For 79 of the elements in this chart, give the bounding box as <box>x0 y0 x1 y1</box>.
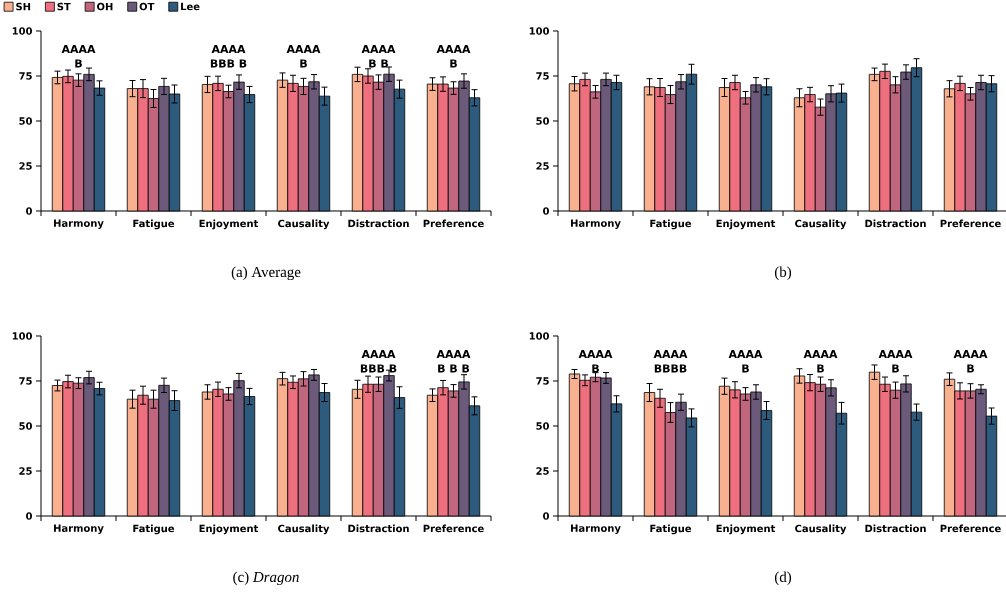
x-tick-label: Causality <box>795 524 847 535</box>
text: (b) <box>774 266 792 281</box>
x-tick-label: Harmony <box>571 524 621 534</box>
y-tick-label: 100 <box>529 332 550 340</box>
text: (a) Average <box>231 266 301 281</box>
annotation: B <box>967 364 974 373</box>
x-tick-label: Distraction <box>348 219 409 228</box>
annotation: AAAA <box>211 45 246 53</box>
y-tick-label: 0 <box>26 512 32 520</box>
legend-label: SH <box>16 2 31 11</box>
annotation: AAAA <box>361 350 396 358</box>
y-tick-label: 0 <box>543 207 550 215</box>
x-tick-label: Preference <box>423 219 484 228</box>
annotation: AAAA <box>803 350 838 358</box>
annotation: BBB B <box>360 364 397 373</box>
annotation: B B <box>369 59 388 68</box>
annotation: B <box>742 364 749 373</box>
legend-label: OT <box>139 2 155 11</box>
y-tick-label: 100 <box>12 332 33 340</box>
legend-label: OH <box>97 2 113 11</box>
text: (c) Dragon <box>233 571 299 586</box>
y-tick-label: 75 <box>536 72 549 80</box>
x-tick-label: Enjoyment <box>716 524 776 535</box>
y-tick-label: 75 <box>536 377 549 385</box>
x-tick-label: Harmony <box>571 219 621 229</box>
annotation: AAAA <box>436 350 471 358</box>
y-tick-label: 100 <box>12 27 33 35</box>
x-tick-label: Fatigue <box>650 219 692 230</box>
y-tick-label: 25 <box>536 162 549 170</box>
x-tick-label: Causality <box>278 524 330 535</box>
x-tick-label: Fatigue <box>133 524 175 535</box>
annotation: AAAA <box>361 45 396 53</box>
x-tick-label: Harmony <box>54 219 104 229</box>
x-tick-label: Enjoyment <box>199 219 259 230</box>
legend-label: Lee <box>181 2 200 11</box>
text: (d) <box>774 571 792 586</box>
annotation: AAAA <box>728 350 763 358</box>
y-tick-label: 50 <box>536 117 550 125</box>
y-tick-label: 50 <box>536 422 550 430</box>
x-tick-label: Fatigue <box>133 219 175 230</box>
y-tick-label: 50 <box>19 117 32 125</box>
annotation: AAAA <box>286 45 321 53</box>
x-tick-label: Causality <box>278 219 330 230</box>
x-tick-label: Enjoyment <box>716 219 776 230</box>
y-tick-label: 50 <box>19 422 32 430</box>
x-tick-label: Preference <box>940 524 1001 533</box>
annotation: B <box>892 364 899 373</box>
x-tick-label: Enjoyment <box>199 524 259 535</box>
annotation: B <box>592 364 599 373</box>
y-tick-label: 0 <box>26 207 32 215</box>
x-tick-label: Distraction <box>865 219 926 228</box>
annotation: AAAA <box>953 350 988 358</box>
y-tick-label: 0 <box>543 512 550 520</box>
annotation: AAAA <box>578 350 613 358</box>
x-tick-label: Causality <box>795 219 847 230</box>
y-tick-label: 100 <box>529 27 550 35</box>
annotation: BBB B <box>210 59 247 68</box>
annotation: B <box>450 59 457 68</box>
annotation: B <box>817 364 824 373</box>
x-tick-label: Distraction <box>865 524 926 533</box>
x-tick-label: Distraction <box>348 524 409 533</box>
y-tick-label: 25 <box>19 467 32 475</box>
annotation: BBBB <box>654 364 687 373</box>
annotation: AAAA <box>878 350 913 358</box>
y-tick-label: 75 <box>19 377 32 385</box>
x-tick-label: Preference <box>940 219 1001 228</box>
annotation: AAAA <box>436 45 471 53</box>
annotation: B <box>300 59 307 68</box>
y-tick-label: 75 <box>19 72 32 80</box>
annotation: AAAA <box>61 45 96 53</box>
x-tick-label: Preference <box>423 524 484 533</box>
annotation: B B B <box>438 364 470 373</box>
y-tick-label: 25 <box>536 467 549 475</box>
y-tick-label: 25 <box>19 162 32 170</box>
x-tick-label: Fatigue <box>650 524 692 535</box>
legend-label: ST <box>57 2 71 11</box>
annotation: B <box>75 59 82 68</box>
annotation: AAAA <box>653 350 688 358</box>
x-tick-label: Harmony <box>54 524 104 534</box>
